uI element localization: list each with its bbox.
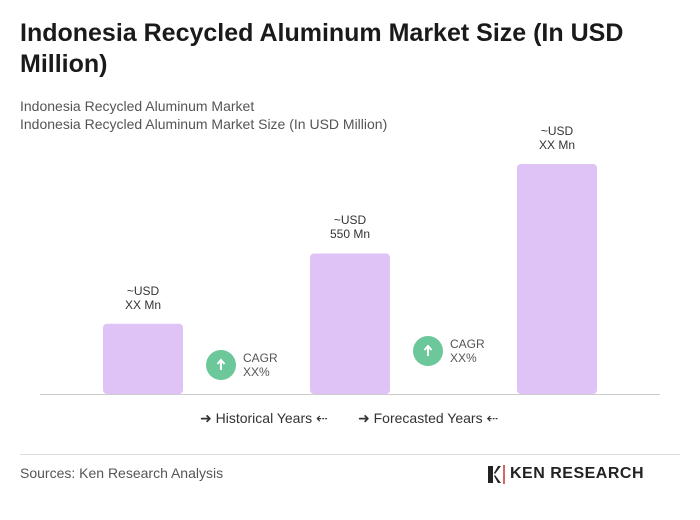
value-label: ~USD 550 Mn: [329, 213, 371, 242]
subtitle: Indonesia Recycled Aluminum Market: [20, 98, 255, 114]
period-text: Forecasted Years: [373, 410, 483, 426]
chart-title: Indonesia Recycled Aluminum Market Size …: [20, 19, 624, 78]
bar: [517, 164, 597, 394]
bar: [103, 323, 183, 394]
value-label: ~USD XX Mn: [124, 283, 161, 312]
cagr-label: CAGR XX%: [450, 337, 485, 365]
logo-text: KEN RESEARCH: [510, 465, 645, 482]
period-label: ➜ Forecasted Years ⇠: [358, 410, 499, 426]
cagr-arrow: [216, 358, 226, 370]
cagr-label: CAGR XX%: [243, 351, 278, 379]
value-label: ~USD XX Mn: [538, 124, 575, 152]
cagr-arrow: [423, 344, 433, 356]
bar: [310, 253, 390, 394]
period-label: ➜ Historical Years ⇠: [200, 410, 328, 426]
logo-icon: [488, 465, 505, 484]
period-text: Historical Years: [215, 410, 313, 426]
source: Sources: Ken Research Analysis: [20, 465, 224, 481]
subtitle: Indonesia Recycled Aluminum Market Size …: [20, 116, 388, 132]
